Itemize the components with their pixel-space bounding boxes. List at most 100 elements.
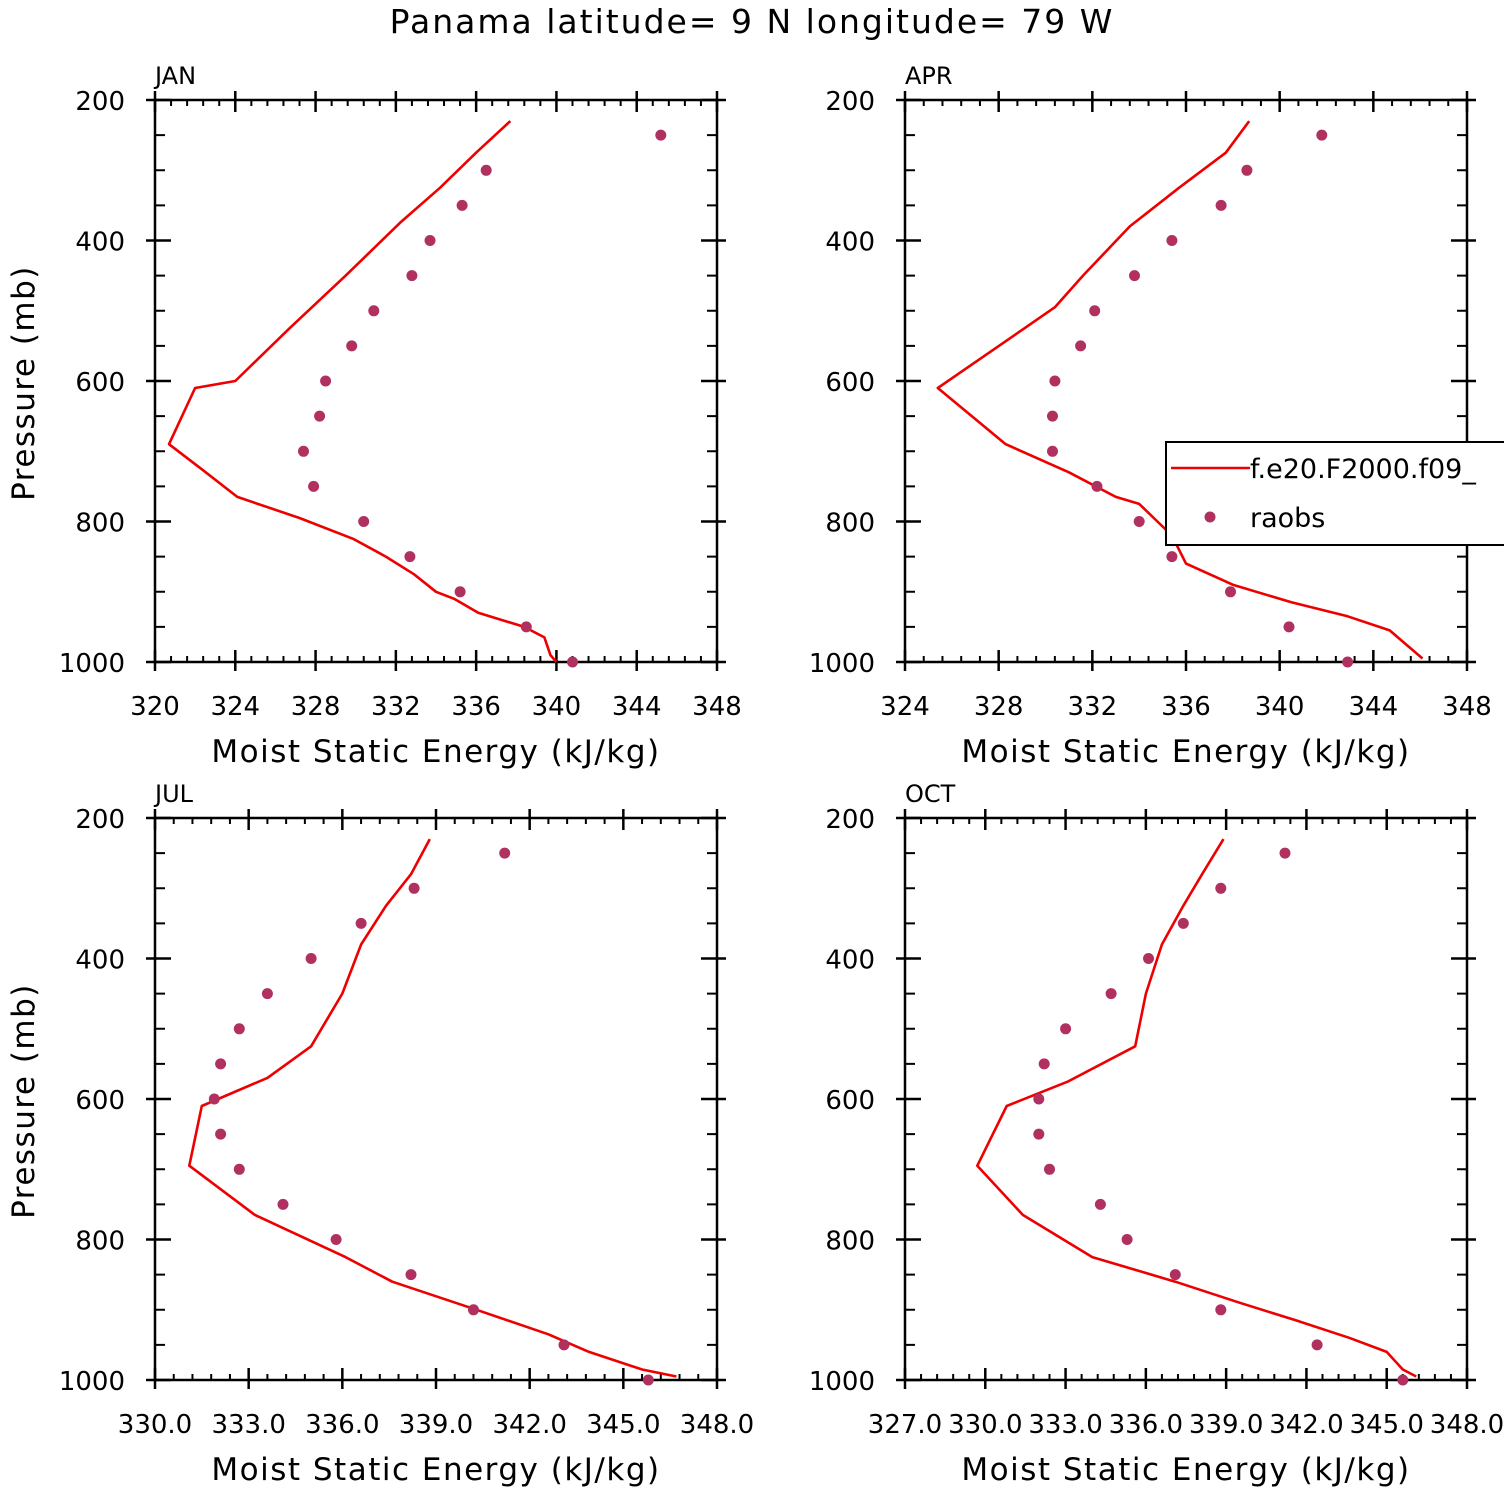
raobs-point bbox=[314, 410, 326, 422]
x-tick-label: 333.0 bbox=[1028, 1410, 1102, 1440]
panel-title: JUL bbox=[153, 780, 194, 808]
y-tick-label: 200 bbox=[825, 805, 875, 835]
raobs-point bbox=[368, 305, 380, 317]
legend-box bbox=[1165, 441, 1504, 546]
raobs-point bbox=[1342, 656, 1354, 668]
raobs-point bbox=[1283, 621, 1295, 633]
raobs-point bbox=[520, 621, 532, 633]
raobs-point bbox=[1241, 164, 1253, 176]
x-tick-label: 344 bbox=[1349, 692, 1399, 722]
raobs-point bbox=[1044, 1163, 1055, 1175]
raobs-point bbox=[1049, 375, 1061, 387]
raobs-point bbox=[1166, 235, 1178, 246]
raobs-point bbox=[277, 1198, 289, 1210]
x-axis-label: Moist Static Energy (kJ/kg) bbox=[211, 734, 660, 770]
y-tick-label: 400 bbox=[825, 946, 875, 976]
x-tick-label: 339.0 bbox=[1189, 1410, 1263, 1440]
raobs-point bbox=[320, 375, 332, 387]
x-tick-label: 330.0 bbox=[948, 1410, 1022, 1440]
raobs-point bbox=[355, 917, 367, 929]
legend-label-raobs: raobs bbox=[1250, 503, 1325, 534]
panel-oct: 327.0 330.0 333.0 336.0 339.0 342.0 345.0 348.0… bbox=[809, 780, 1504, 1488]
raobs-point bbox=[1215, 1304, 1227, 1316]
panel-title: APR bbox=[905, 62, 953, 90]
y-tick-label: 400 bbox=[825, 228, 875, 258]
y-tick-label: 600 bbox=[75, 1086, 125, 1116]
raobs-point bbox=[558, 1339, 570, 1351]
raobs-point bbox=[406, 270, 418, 282]
raobs-point bbox=[346, 340, 358, 352]
x-tick-label: 332 bbox=[1068, 692, 1118, 722]
raobs-point bbox=[655, 129, 667, 141]
raobs-point bbox=[298, 445, 309, 457]
raobs-point bbox=[261, 988, 273, 1000]
raobs-point bbox=[454, 586, 466, 598]
raobs-point bbox=[1166, 551, 1178, 563]
panel-jul: 330.0 333.0 336.0 339.0 342.0 345.0 348.0 200 40… bbox=[6, 780, 754, 1488]
x-tick-label: 336 bbox=[1161, 692, 1211, 722]
x-axis-label: Moist Static Energy (kJ/kg) bbox=[961, 1452, 1410, 1488]
raobs-point bbox=[480, 164, 492, 176]
x-tick-label: 324 bbox=[880, 692, 930, 722]
x-tick-label: 342.0 bbox=[492, 1410, 566, 1440]
x-tick-label: 328 bbox=[291, 692, 341, 722]
x-tick-label: 339.0 bbox=[399, 1410, 473, 1440]
y-tick-label: 600 bbox=[825, 368, 875, 398]
legend-marker-swatch bbox=[1204, 511, 1216, 523]
raobs-point bbox=[308, 480, 320, 492]
x-tick-label: 327.0 bbox=[868, 1410, 942, 1440]
raobs-point bbox=[1105, 988, 1117, 1000]
panel-jan: 320 324 328 332 336 340 344 348 200 400 600 800 1000… bbox=[6, 62, 742, 770]
panel-title: JAN bbox=[153, 62, 196, 90]
x-tick-label: 344 bbox=[612, 692, 662, 722]
panel-apr: 324 328 332 336 340 344 348 200 400 600 800 1000 APR… bbox=[809, 62, 1492, 770]
x-tick-label: 340 bbox=[532, 692, 582, 722]
x-tick-label: 330.0 bbox=[118, 1410, 192, 1440]
raobs-point bbox=[404, 551, 416, 563]
raobs-point bbox=[1060, 1023, 1072, 1035]
x-axis-label: Moist Static Energy (kJ/kg) bbox=[961, 734, 1410, 770]
x-tick-label: 348 bbox=[1442, 692, 1492, 722]
raobs-point bbox=[233, 1023, 245, 1035]
y-tick-label: 800 bbox=[75, 1227, 125, 1257]
raobs-point bbox=[1169, 1269, 1181, 1281]
x-tick-label: 345.0 bbox=[586, 1410, 660, 1440]
raobs-point bbox=[208, 1093, 220, 1105]
raobs-point bbox=[1397, 1374, 1409, 1386]
y-tick-label: 600 bbox=[825, 1086, 875, 1116]
x-tick-label: 342.0 bbox=[1269, 1410, 1343, 1440]
raobs-point bbox=[358, 516, 370, 527]
x-tick-label: 324 bbox=[210, 692, 260, 722]
x-tick-label: 332 bbox=[371, 692, 421, 722]
x-tick-label: 345.0 bbox=[1349, 1410, 1423, 1440]
x-tick-label: 336 bbox=[451, 692, 501, 722]
raobs-point bbox=[1047, 410, 1058, 422]
raobs-point bbox=[1089, 305, 1101, 317]
raobs-point bbox=[1091, 480, 1103, 492]
raobs-point bbox=[1121, 1234, 1133, 1245]
y-tick-label: 1000 bbox=[809, 1367, 875, 1397]
y-tick-label: 1000 bbox=[809, 649, 875, 679]
raobs-point bbox=[1177, 917, 1189, 929]
y-tick-label: 800 bbox=[825, 509, 875, 539]
y-tick-label: 1000 bbox=[59, 649, 125, 679]
x-tick-label: 333.0 bbox=[211, 1410, 285, 1440]
raobs-point bbox=[1033, 1128, 1045, 1140]
raobs-point bbox=[424, 235, 436, 246]
plot-frame bbox=[153, 98, 719, 664]
raobs-point bbox=[1311, 1339, 1323, 1351]
raobs-point bbox=[1094, 1198, 1106, 1210]
raobs-point bbox=[1033, 1093, 1045, 1105]
x-axis-label: Moist Static Energy (kJ/kg) bbox=[211, 1452, 660, 1488]
raobs-point bbox=[1133, 516, 1145, 527]
raobs-point bbox=[330, 1234, 342, 1245]
y-tick-label: 400 bbox=[75, 228, 125, 258]
y-axis-label: Pressure (mb) bbox=[6, 983, 42, 1219]
x-tick-label: 320 bbox=[130, 692, 180, 722]
y-tick-label: 800 bbox=[825, 1227, 875, 1257]
model-line bbox=[188, 838, 677, 1378]
raobs-point bbox=[215, 1058, 227, 1070]
raobs-point bbox=[305, 953, 317, 964]
raobs-point bbox=[405, 1269, 417, 1281]
x-tick-label: 336.0 bbox=[305, 1410, 379, 1440]
